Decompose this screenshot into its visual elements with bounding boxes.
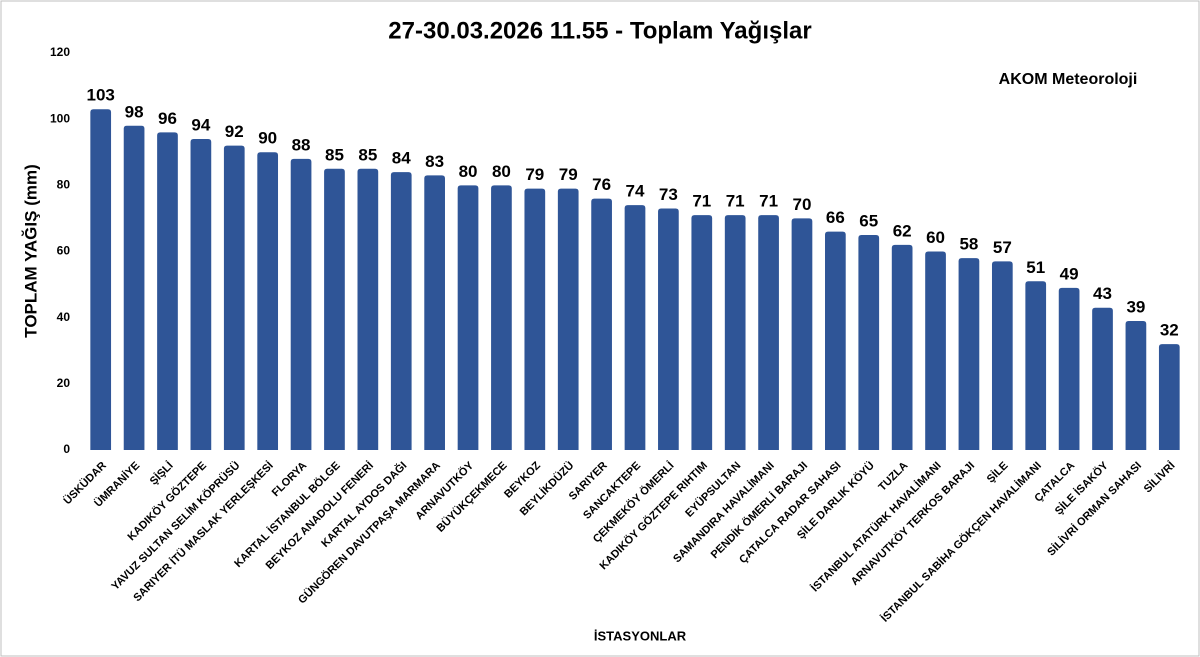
value-label: 79 — [559, 165, 578, 184]
y-tick-label: 100 — [50, 111, 70, 125]
bar — [90, 109, 112, 450]
bar — [658, 208, 679, 450]
bar — [991, 261, 1013, 450]
value-label: 92 — [225, 122, 244, 141]
bar — [390, 172, 412, 450]
bar — [791, 218, 813, 450]
annotation: AKOM Meteoroloji — [999, 71, 1138, 88]
value-label: 73 — [659, 185, 678, 204]
chart-title: 27-30.03.2026 11.55 - Toplam Yağışlar — [388, 17, 811, 44]
y-axis-label: TOPLAM YAĞIŞ (mm) — [21, 164, 40, 338]
value-label: 80 — [492, 162, 511, 181]
bar — [891, 244, 913, 450]
value-label: 57 — [993, 238, 1012, 257]
value-label: 85 — [358, 145, 377, 164]
value-label: 32 — [1160, 321, 1179, 340]
bar — [858, 234, 880, 450]
bar — [290, 158, 312, 450]
y-tick-label: 40 — [57, 310, 71, 324]
value-label: 103 — [87, 86, 115, 105]
bar — [457, 185, 479, 451]
bar — [758, 215, 779, 450]
value-label: 94 — [191, 116, 210, 135]
value-label: 79 — [525, 165, 544, 184]
value-label: 62 — [893, 221, 912, 240]
bar — [724, 215, 746, 450]
value-label: 83 — [425, 152, 444, 171]
y-tick-label: 80 — [57, 178, 71, 192]
value-label: 49 — [1060, 264, 1079, 283]
value-label: 96 — [158, 109, 177, 128]
x-axis-label: İSTASYONLAR — [594, 628, 687, 643]
bar — [1158, 344, 1180, 450]
bar — [925, 251, 946, 450]
value-label: 71 — [759, 192, 778, 211]
value-label: 71 — [692, 192, 711, 211]
bar — [424, 175, 445, 451]
y-tick-label: 0 — [63, 442, 70, 456]
bar — [357, 168, 379, 450]
bar — [123, 125, 145, 451]
value-label: 90 — [258, 129, 277, 148]
bar — [958, 258, 980, 450]
bar — [524, 188, 546, 450]
y-tick-label: 60 — [57, 244, 71, 258]
value-label: 66 — [826, 208, 845, 227]
value-label: 80 — [459, 162, 478, 181]
bar — [223, 145, 245, 450]
value-label: 84 — [392, 149, 411, 168]
bar — [557, 188, 579, 450]
bar — [591, 198, 612, 450]
value-label: 58 — [959, 235, 978, 254]
bar — [1025, 281, 1047, 450]
value-label: 71 — [726, 192, 745, 211]
bar — [624, 205, 646, 450]
value-label: 51 — [1026, 258, 1045, 277]
bar — [825, 231, 846, 450]
y-tick-label: 120 — [50, 45, 70, 59]
bar — [257, 152, 279, 450]
bar — [190, 139, 212, 450]
value-label: 70 — [793, 195, 812, 214]
value-label: 88 — [292, 135, 311, 154]
value-label: 39 — [1126, 297, 1145, 316]
value-label: 74 — [626, 182, 645, 201]
bar — [691, 215, 713, 450]
value-label: 60 — [926, 228, 945, 247]
value-label: 76 — [592, 175, 611, 194]
bar — [491, 185, 512, 451]
value-label: 43 — [1093, 284, 1112, 303]
value-label: 98 — [125, 102, 144, 121]
bar — [1092, 307, 1113, 450]
bar — [324, 168, 345, 450]
value-label: 65 — [859, 211, 878, 230]
value-label: 85 — [325, 145, 344, 164]
bar — [1058, 287, 1080, 450]
y-tick-label: 20 — [57, 376, 71, 390]
bar — [157, 132, 178, 450]
bar — [1125, 320, 1147, 450]
